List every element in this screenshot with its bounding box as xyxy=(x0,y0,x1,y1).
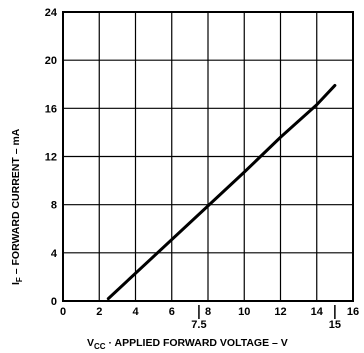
x-extra-tick-label-0: 7.5 xyxy=(191,319,206,331)
y-tick-label-2: 8 xyxy=(51,200,57,212)
x-tick-labels: 0 2 4 6 8 10 12 14 16 xyxy=(60,306,359,318)
x-tick-label-0: 0 xyxy=(60,306,66,318)
x-axis-title: VCC · APPLIED FORWARD VOLTAGE – V xyxy=(87,337,288,351)
y-tick-labels: 0 4 8 12 16 20 24 xyxy=(45,7,58,308)
y-tick-label-4: 16 xyxy=(45,103,57,115)
x-tick-label-8: 16 xyxy=(347,306,359,318)
x-tick-label-4: 8 xyxy=(205,306,211,318)
y-tick-label-0: 0 xyxy=(51,296,57,308)
y-tick-label-5: 20 xyxy=(45,55,57,67)
grid xyxy=(63,12,353,301)
x-tick-label-3: 6 xyxy=(169,306,175,318)
plot-frame xyxy=(62,11,354,302)
x-tick-label-7: 14 xyxy=(311,306,324,318)
x-tick-label-5: 10 xyxy=(238,306,250,318)
x-extra-tick-label-1: 15 xyxy=(329,319,341,331)
y-tick-label-1: 4 xyxy=(51,248,58,260)
y-axis-title: IF – FORWARD CURRENT – mA xyxy=(10,128,24,285)
x-tick-label-6: 12 xyxy=(274,306,286,318)
markers xyxy=(198,305,336,319)
series xyxy=(106,83,337,301)
x-tick-label-2: 4 xyxy=(132,306,139,318)
x-extra-tick-labels: 7.5 15 xyxy=(191,319,341,331)
series-line-0 xyxy=(106,83,337,301)
y-tick-label-3: 12 xyxy=(45,152,57,164)
x-tick-label-1: 2 xyxy=(96,306,102,318)
y-tick-label-6: 24 xyxy=(45,7,58,19)
